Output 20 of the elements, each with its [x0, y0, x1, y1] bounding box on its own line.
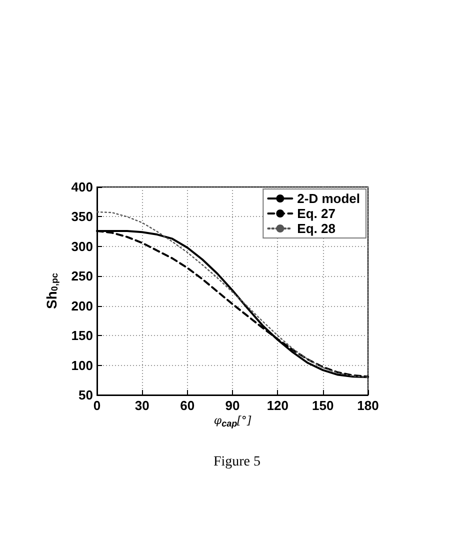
y-tick-label: 200: [71, 298, 93, 314]
legend-label: 2-D model: [297, 191, 360, 206]
caption: Figure 5: [213, 454, 261, 470]
x-tick-label: 0: [93, 398, 101, 413]
x-tick-label: 60: [180, 398, 195, 413]
legend-label: Eq. 28: [297, 221, 336, 236]
y-axis-title: Sh0,pc: [44, 273, 60, 309]
x-tick-label: 90: [225, 398, 240, 413]
y-tick-label: 400: [71, 180, 93, 194]
y-tick-label: 150: [71, 328, 93, 344]
y-tick-label: 350: [71, 209, 93, 224]
y-tick-label: 50: [78, 388, 93, 402]
y-tick-label: 250: [71, 268, 93, 284]
x-tick-label: 30: [134, 398, 150, 413]
x-tick-label: 150: [312, 398, 334, 413]
y-tick-label: 300: [71, 238, 93, 254]
y-tick-label: 100: [71, 358, 93, 373]
x-tick-label: 180: [357, 398, 379, 413]
legend-label: Eq. 27: [297, 206, 336, 221]
x-tick-label: 120: [266, 398, 289, 413]
